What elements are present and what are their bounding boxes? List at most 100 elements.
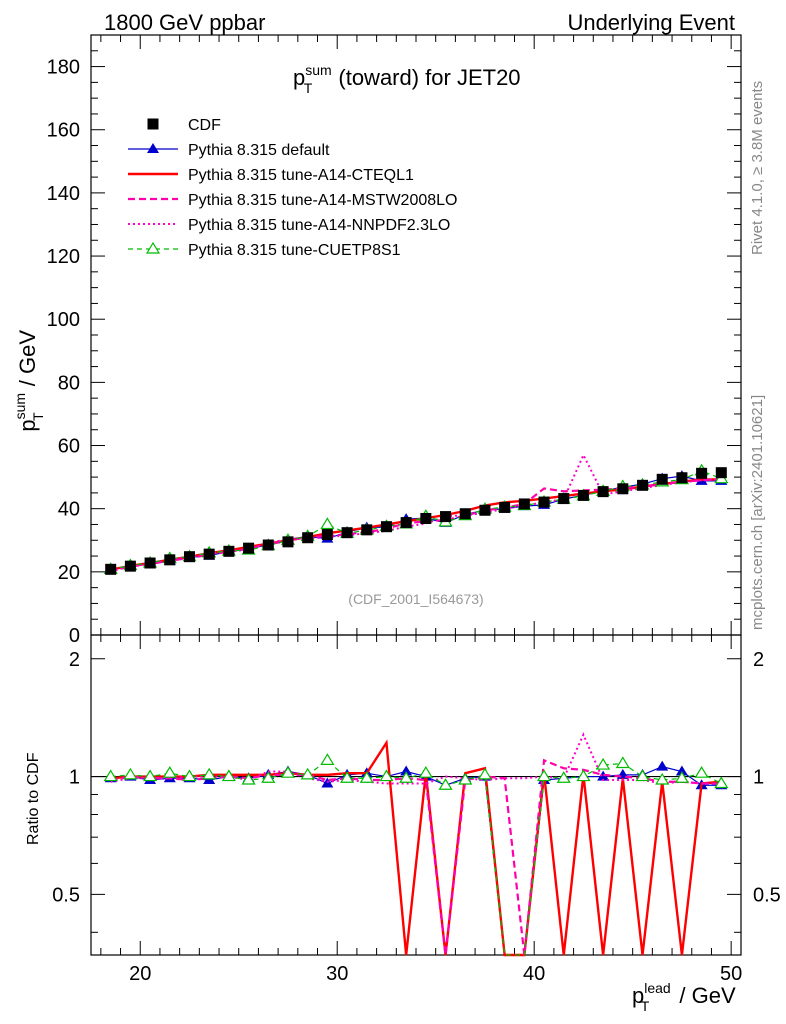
ratio-point-pythia-8-315-tune-cuetp8s1 <box>635 769 650 782</box>
series-line-pythia-8-315-tune-cuetp8s1 <box>110 470 722 570</box>
ratio-point-pythia-8-315-tune-cuetp8s1 <box>694 766 709 778</box>
data-point-cdf <box>518 498 530 510</box>
ratio-y-tick-label: 0.5 <box>52 884 80 906</box>
legend-label: CDF <box>188 117 221 134</box>
ratio-point-pythia-8-315-tune-cuetp8s1 <box>674 771 689 783</box>
ratio-point-pythia-8-315-tune-cuetp8s1 <box>458 772 473 785</box>
data-point-cdf <box>637 479 649 491</box>
y-tick-label: 140 <box>47 183 80 205</box>
ratio-point-pythia-8-315-tune-cuetp8s1 <box>438 778 453 790</box>
ratio-point-pythia-8-315-tune-cuetp8s1 <box>556 771 571 783</box>
ratio-point-pythia-8-315-tune-cuetp8s1 <box>418 766 433 778</box>
ratio-point-pythia-8-315-tune-cuetp8s1 <box>103 769 118 782</box>
header-left: 1800 GeV ppbar <box>104 10 265 35</box>
data-point-cdf <box>302 532 314 544</box>
ratio-point-pythia-8-315-tune-cuetp8s1 <box>576 769 591 782</box>
ratio-point-pythia-8-315-default <box>656 760 669 771</box>
ratio-y-tick-label-right: 2 <box>753 649 764 671</box>
data-point-cdf <box>164 554 176 566</box>
data-point-cdf <box>144 557 156 569</box>
legend: CDF Pythia 8.315 default Pythia 8.315 tune… <box>128 117 457 259</box>
data-point-cdf <box>420 512 432 524</box>
ratio-point-pythia-8-315-tune-cuetp8s1 <box>320 753 335 765</box>
y-tick-label: 180 <box>47 57 80 79</box>
ratio-point-pythia-8-315-tune-cuetp8s1 <box>221 769 236 782</box>
ratio-panel-frame <box>90 634 742 956</box>
ratio-axis-label: Ratio to CDF <box>25 752 42 845</box>
data-point-cdf <box>203 548 215 560</box>
ratio-point-pythia-8-315-tune-cuetp8s1 <box>655 772 670 785</box>
ratio-y-tick-label-right: 0.5 <box>753 884 781 906</box>
data-point-cdf <box>223 545 235 557</box>
data-point-cdf <box>577 489 589 501</box>
y-tick-label: 80 <box>58 372 80 394</box>
data-point-cdf <box>459 508 471 520</box>
legend-label: Pythia 8.315 tune-A14-MSTW2008LO <box>188 192 457 209</box>
data-point-cdf <box>499 501 511 513</box>
y-tick-label: 160 <box>47 120 80 142</box>
ratio-point-pythia-8-315-tune-cuetp8s1 <box>477 767 492 780</box>
data-point-cdf <box>538 496 550 508</box>
main-series <box>103 452 729 575</box>
ratio-y-tick-label: 1 <box>69 767 80 789</box>
x-tick-label: 40 <box>523 963 545 985</box>
data-point-cdf <box>400 517 412 529</box>
data-point-cdf <box>617 483 629 495</box>
data-point-cdf <box>656 473 668 485</box>
data-point-cdf <box>380 521 392 533</box>
x-axis-label: plead T / GeV <box>632 980 736 1014</box>
data-point-cdf <box>597 486 609 498</box>
ratio-y-tick-label-right: 1 <box>753 767 764 789</box>
ratio-point-pythia-8-315-tune-cuetp8s1 <box>123 767 138 780</box>
legend-marker-cdf <box>147 118 159 130</box>
ratio-y-tick-label: 2 <box>69 649 80 671</box>
legend-label: Pythia 8.315 default <box>188 142 330 159</box>
y-tick-label: 0 <box>69 625 80 647</box>
data-point-cdf <box>558 493 570 505</box>
mcplots-label: mcplots.cern.ch [arXiv:2401.10621] <box>749 395 766 630</box>
data-point-cdf <box>715 467 727 479</box>
data-point-cdf <box>361 524 373 536</box>
ratio-point-pythia-8-315-tune-cuetp8s1 <box>202 767 217 780</box>
data-point-cdf <box>183 551 195 563</box>
x-tick-label: 50 <box>720 963 742 985</box>
y-tick-label: 20 <box>58 562 80 584</box>
header-right: Underlying Event <box>567 10 735 35</box>
ratio-axes: 20 30 40 50 0.5 0.5 1 1 2 2 <box>52 635 781 985</box>
ratio-point-pythia-8-315-tune-cuetp8s1 <box>359 771 374 783</box>
data-point-cdf <box>243 542 255 554</box>
main-axes: 0 20 40 60 80 100 120 140 160 180 <box>47 34 741 647</box>
data-point-cdf <box>440 511 452 523</box>
data-point-cdf <box>341 527 353 539</box>
series-line-pythia-8-315-tune-a14-mstw2008lo <box>110 477 722 572</box>
x-tick-label: 30 <box>326 963 348 985</box>
legend-label: Pythia 8.315 tune-CUETP8S1 <box>188 242 401 259</box>
ratio-point-pythia-8-315-tune-cuetp8s1 <box>399 771 414 783</box>
ratio-point-pythia-8-315-default <box>675 765 688 776</box>
legend-label: Pythia 8.315 tune-A14-CTEQL1 <box>188 167 414 184</box>
y-tick-label: 100 <box>47 309 80 331</box>
data-point-cdf <box>696 467 708 479</box>
y-tick-label: 60 <box>58 436 80 458</box>
y-axis-label: psum T / GeV <box>12 330 46 432</box>
data-point-cdf <box>479 504 491 516</box>
analysis-watermark: (CDF_2001_I564673) <box>348 591 483 607</box>
ratio-point-pythia-8-315-tune-cuetp8s1 <box>536 769 552 782</box>
data-point-cdf <box>282 536 294 548</box>
x-tick-label: 20 <box>129 963 151 985</box>
data-point-cdf <box>105 563 117 575</box>
y-tick-label: 120 <box>47 246 80 268</box>
ratio-point-pythia-8-315-tune-cuetp8s1 <box>241 772 256 785</box>
data-point-cdf <box>676 472 688 484</box>
ratio-point-pythia-8-315-tune-cuetp8s1 <box>300 767 315 780</box>
data-point-cdf <box>262 539 274 551</box>
chart-title: psum T (toward) for JET20 <box>293 62 521 96</box>
legend-label: Pythia 8.315 tune-A14-NNPDF2.3LO <box>188 217 450 234</box>
ratio-point-pythia-8-315-tune-cuetp8s1 <box>162 766 177 778</box>
ratio-point-pythia-8-315-default <box>597 770 610 781</box>
ratio-point-pythia-8-315-tune-cuetp8s1 <box>182 769 197 782</box>
ratio-point-pythia-8-315-tune-cuetp8s1 <box>280 766 296 778</box>
ratio-point-pythia-8-315-tune-cuetp8s1 <box>143 769 158 782</box>
